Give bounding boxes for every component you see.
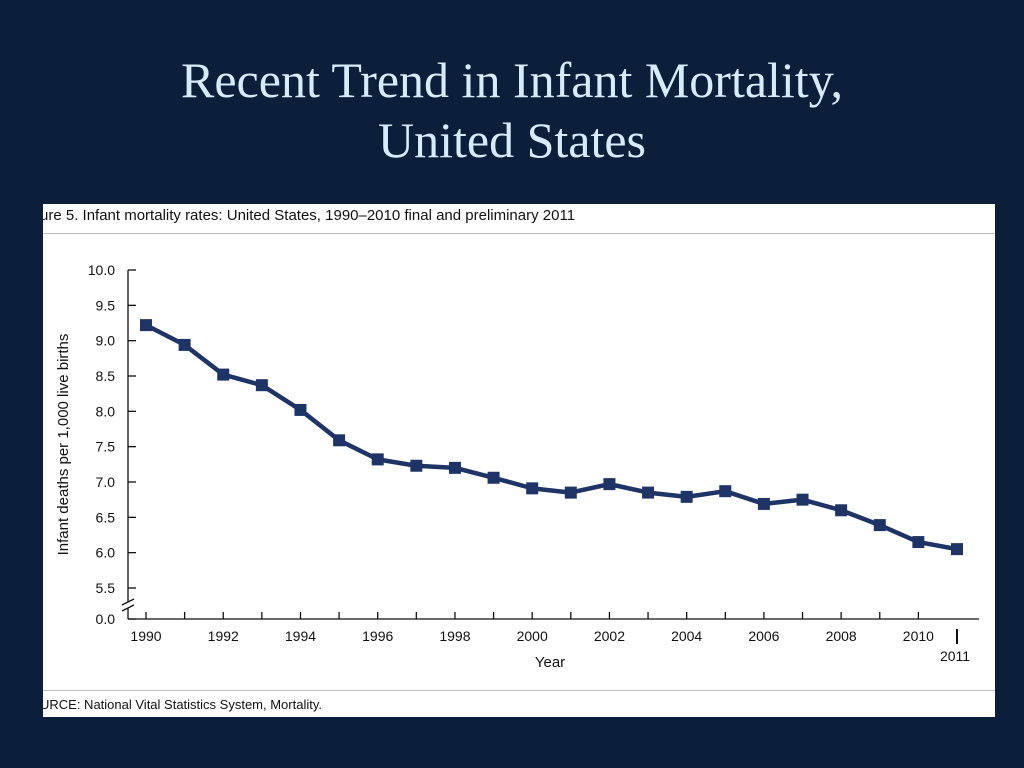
figure-caption-text: ure 5. Infant mortality rates: United St… (43, 207, 576, 224)
source-note-text: URCE: National Vital Statistics System, … (43, 697, 322, 712)
x-tick-label-extra: 2011 (940, 648, 970, 664)
slide-title-line1: Recent Trend in Infant Mortality, (181, 52, 843, 108)
data-point (642, 486, 655, 499)
y-tick-label: 8.5 (96, 368, 116, 384)
x-tick-label: 1996 (362, 628, 393, 644)
data-point (217, 368, 230, 381)
x-tick-label: 2000 (517, 628, 548, 644)
x-tick-label: 1992 (208, 628, 239, 644)
data-point (333, 434, 346, 447)
chart-panel: ure 5. Infant mortality rates: United St… (43, 204, 995, 717)
data-point (757, 497, 770, 510)
data-point (603, 478, 616, 491)
data-point (796, 493, 809, 506)
y-axis-title: Infant deaths per 1,000 live births (55, 334, 72, 556)
data-point (912, 536, 925, 549)
y-tick-label: 9.5 (96, 297, 116, 313)
y-axis-break-mark (121, 598, 135, 606)
x-tick-label: 1998 (439, 628, 470, 644)
data-point (448, 461, 461, 474)
data-point (873, 519, 886, 532)
y-tick-label: 7.0 (96, 474, 116, 490)
data-point (178, 338, 191, 351)
y-tick-label: 7.5 (96, 439, 116, 455)
x-axis-title: Year (535, 654, 565, 671)
y-tick-label: 6.0 (96, 545, 116, 561)
x-tick-label: 1990 (130, 628, 161, 644)
figure-caption: ure 5. Infant mortality rates: United St… (43, 205, 995, 234)
x-tick-label: 2004 (671, 628, 702, 644)
x-tick-label: 2008 (826, 628, 857, 644)
source-note: URCE: National Vital Statistics System, … (43, 690, 995, 717)
x-tick-label: 1994 (285, 628, 316, 644)
y-tick-label: 10.0 (88, 262, 115, 278)
y-tick-label: 6.5 (96, 509, 116, 525)
y-tick-label: 9.0 (96, 333, 116, 349)
data-point (410, 459, 423, 472)
data-point (294, 403, 307, 416)
data-point (564, 486, 577, 499)
x-tick-label: 2006 (748, 628, 779, 644)
data-point (371, 453, 384, 466)
data-point (835, 504, 848, 517)
data-point (680, 490, 693, 503)
x-tick-label: 2010 (903, 628, 934, 644)
data-point (526, 482, 539, 495)
slide-title-line2: United States (377, 112, 647, 168)
slide-title: Recent Trend in Infant Mortality, United… (0, 50, 1024, 170)
data-point (140, 319, 152, 332)
data-point (487, 471, 500, 484)
y-tick-label: 0.0 (96, 611, 116, 627)
data-point (255, 379, 268, 392)
y-tick-label: 8.0 (96, 403, 116, 419)
data-point (719, 485, 732, 498)
x-tick-label: 2002 (594, 628, 625, 644)
line-chart: 0.0 5.5 6.0 6.5 7.0 7.5 8.0 8.5 9.0 9.5 10.0 1990 19… (55, 262, 979, 671)
data-point (951, 543, 963, 556)
series-line (143, 322, 960, 552)
y-tick-label: 5.5 (96, 580, 116, 596)
y-axis-break-mark (121, 604, 135, 612)
